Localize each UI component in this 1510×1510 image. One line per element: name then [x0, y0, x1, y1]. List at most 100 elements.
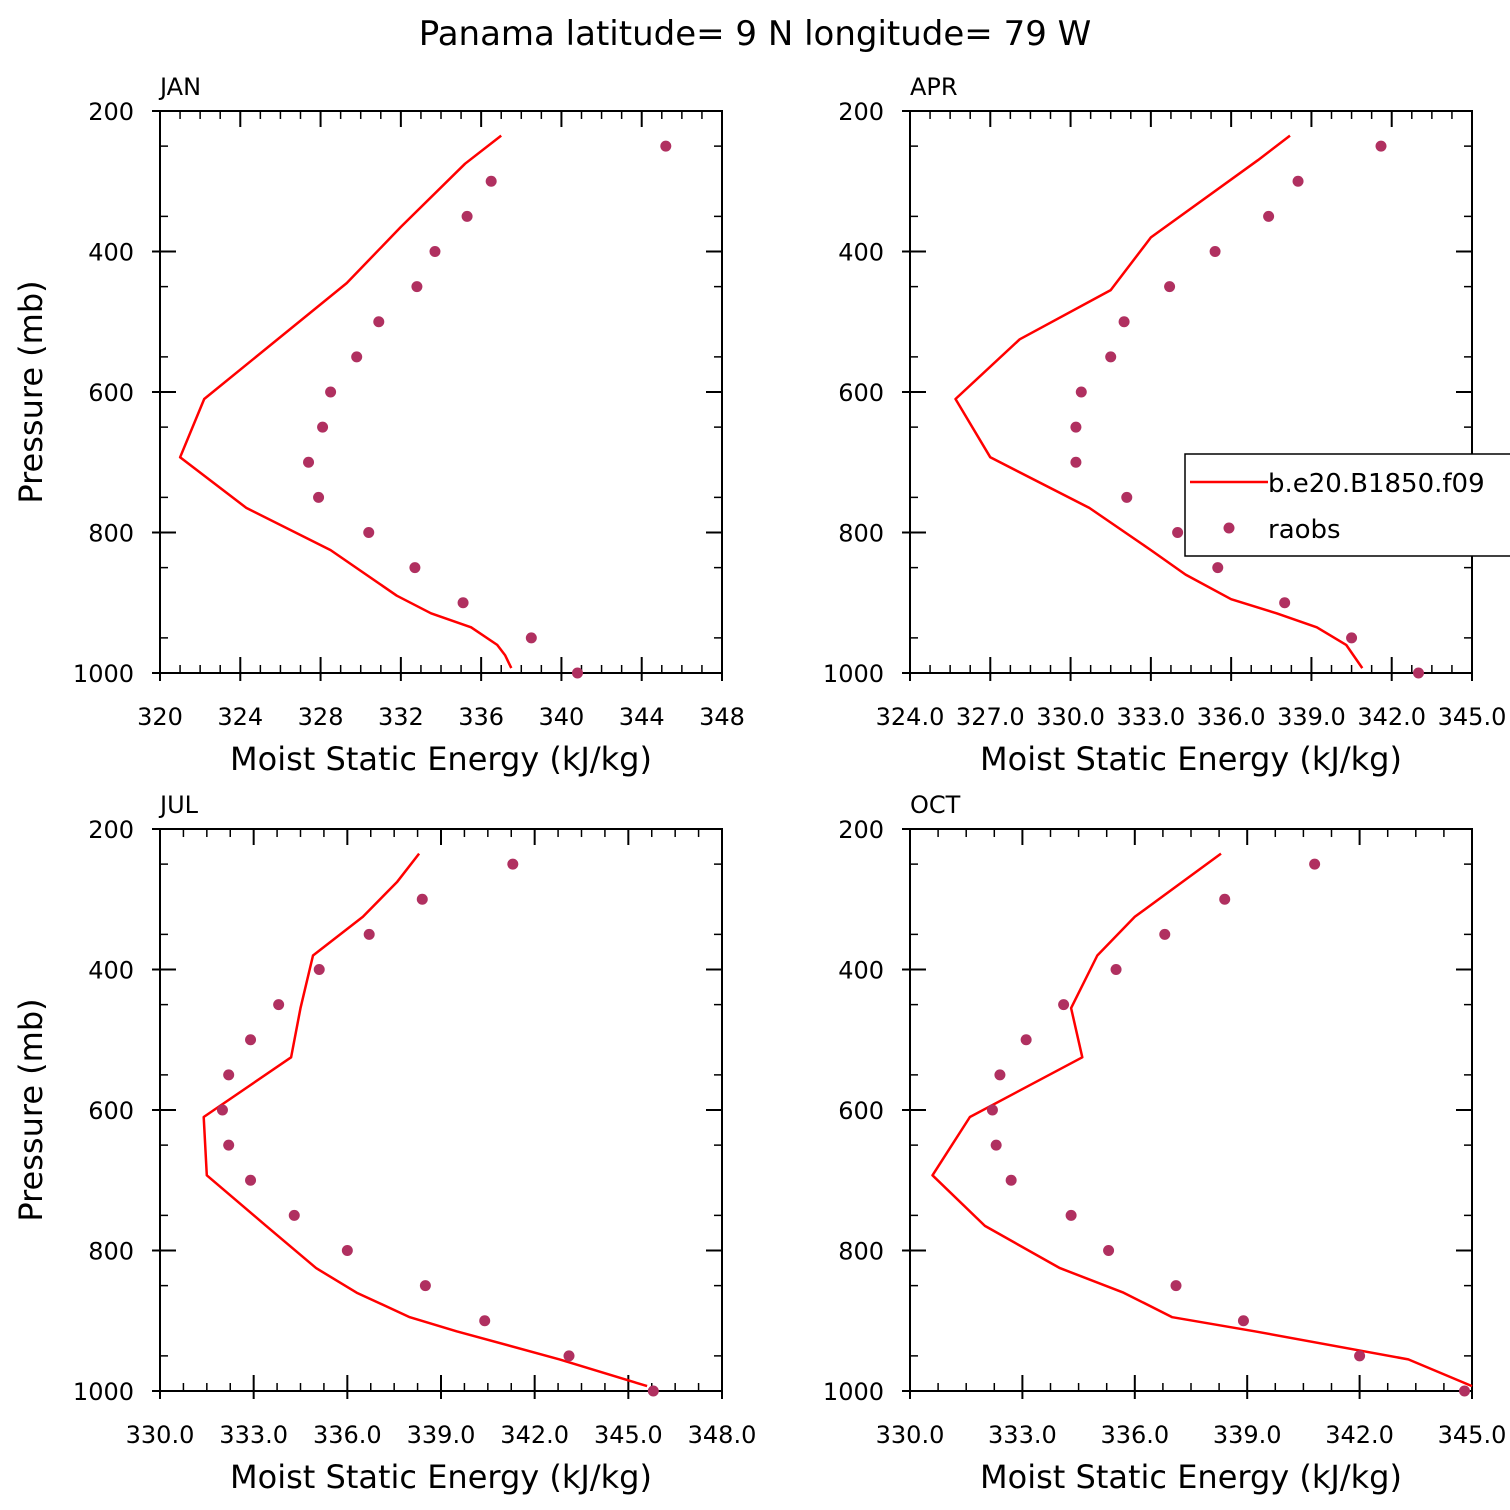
raobs-point	[1354, 1350, 1366, 1362]
x-tick-label: 336	[458, 703, 504, 731]
raobs-point	[1212, 562, 1224, 574]
raobs-point	[223, 1069, 235, 1081]
x-axis-label: Moist Static Energy (kJ/kg)	[980, 1458, 1402, 1496]
y-tick-label: 1000	[73, 660, 134, 688]
raobs-point	[416, 893, 428, 905]
model-line	[202, 852, 648, 1388]
raobs-point	[1070, 456, 1082, 468]
raobs-point	[1279, 597, 1291, 609]
x-tick-label: 333.0	[219, 1421, 288, 1449]
raobs-point	[1292, 175, 1304, 187]
raobs-point	[317, 421, 329, 433]
x-tick-label: 330.0	[126, 1421, 195, 1449]
raobs-point	[1237, 1315, 1249, 1327]
y-tick-label: 200	[88, 98, 134, 126]
raobs-point	[461, 210, 473, 222]
raobs-point	[563, 1350, 575, 1362]
raobs-point	[1058, 999, 1070, 1011]
y-tick-label: 1000	[823, 660, 884, 688]
raobs-point	[223, 1139, 235, 1151]
x-tick-label: 345.0	[1438, 1421, 1507, 1449]
x-tick-label: 342.0	[1357, 703, 1426, 731]
raobs-point	[571, 667, 583, 679]
y-tick-label: 600	[88, 379, 134, 407]
plot-frame	[159, 110, 723, 674]
x-tick-label: 336.0	[1100, 1421, 1169, 1449]
raobs-point	[647, 1385, 659, 1397]
x-tick-label: 333.0	[1116, 703, 1185, 731]
raobs-point	[1159, 928, 1171, 940]
raobs-point	[1005, 1174, 1017, 1186]
y-tick-label: 800	[838, 520, 884, 548]
panel-label: OCT	[910, 791, 961, 819]
raobs-point	[1110, 964, 1122, 975]
raobs-point	[1070, 421, 1082, 433]
y-tick-label: 200	[838, 816, 884, 844]
raobs-point	[1065, 1209, 1077, 1221]
y-tick-label: 200	[838, 98, 884, 126]
x-tick-label: 330.0	[876, 1421, 945, 1449]
raobs-point	[479, 1315, 491, 1327]
raobs-point	[373, 316, 385, 328]
y-tick-label: 600	[838, 379, 884, 407]
raobs-point	[1170, 1280, 1182, 1292]
panel-label: JUL	[158, 791, 199, 819]
y-axis-label: Pressure (mb)	[12, 998, 50, 1221]
raobs-point	[419, 1280, 431, 1292]
model-line	[931, 852, 1473, 1388]
raobs-point	[457, 597, 469, 609]
x-tick-label: 348	[699, 703, 745, 731]
x-axis-label: Moist Static Energy (kJ/kg)	[980, 740, 1402, 778]
x-axis-label: Moist Static Energy (kJ/kg)	[230, 740, 652, 778]
legend-model-label: b.e20.B1850.f09	[1268, 469, 1485, 499]
plot-frame	[909, 110, 1473, 674]
raobs-point	[994, 1069, 1006, 1081]
y-tick-label: 1000	[823, 1378, 884, 1406]
x-tick-label: 324	[217, 703, 263, 731]
model-line	[178, 134, 513, 669]
raobs-point	[216, 1104, 228, 1116]
x-tick-label: 332	[378, 703, 424, 731]
x-tick-label: 340	[539, 703, 585, 731]
raobs-point	[429, 246, 441, 257]
x-tick-label: 345.0	[1438, 703, 1507, 731]
legend-obs-label: raobs	[1268, 515, 1341, 545]
model-line	[954, 134, 1364, 669]
raobs-point	[325, 386, 337, 398]
x-tick-label: 330.0	[1036, 703, 1105, 731]
raobs-point	[1309, 858, 1321, 870]
raobs-point	[313, 491, 325, 503]
y-tick-label: 400	[838, 957, 884, 985]
raobs-point	[1219, 893, 1231, 905]
y-tick-label: 200	[88, 816, 134, 844]
raobs-point	[363, 527, 375, 538]
x-tick-label: 348.0	[688, 1421, 757, 1449]
y-tick-label: 400	[88, 239, 134, 267]
raobs-point	[1164, 281, 1176, 293]
raobs-point	[1075, 386, 1087, 398]
raobs-point	[1103, 1245, 1115, 1256]
raobs-point	[1412, 667, 1424, 679]
raobs-point	[986, 1104, 998, 1116]
raobs-point	[1020, 1034, 1032, 1046]
x-tick-label: 339.0	[407, 1421, 476, 1449]
plot-frame	[159, 828, 723, 1392]
x-tick-label: 320	[137, 703, 183, 731]
x-tick-label: 345.0	[594, 1421, 663, 1449]
raobs-point	[1118, 316, 1130, 328]
raobs-point	[1346, 632, 1358, 644]
raobs-point	[313, 964, 325, 975]
raobs-point	[341, 1245, 353, 1256]
raobs-point	[1375, 140, 1387, 152]
raobs-point	[245, 1174, 257, 1186]
x-tick-label: 342.0	[500, 1421, 569, 1449]
raobs-point	[1172, 527, 1184, 538]
raobs-point	[507, 858, 519, 870]
y-tick-label: 400	[88, 957, 134, 985]
panel-label: APR	[910, 73, 958, 101]
panel-label: JAN	[158, 73, 201, 101]
raobs-point	[245, 1034, 257, 1046]
raobs-point	[303, 456, 315, 468]
raobs-point	[1459, 1385, 1471, 1397]
